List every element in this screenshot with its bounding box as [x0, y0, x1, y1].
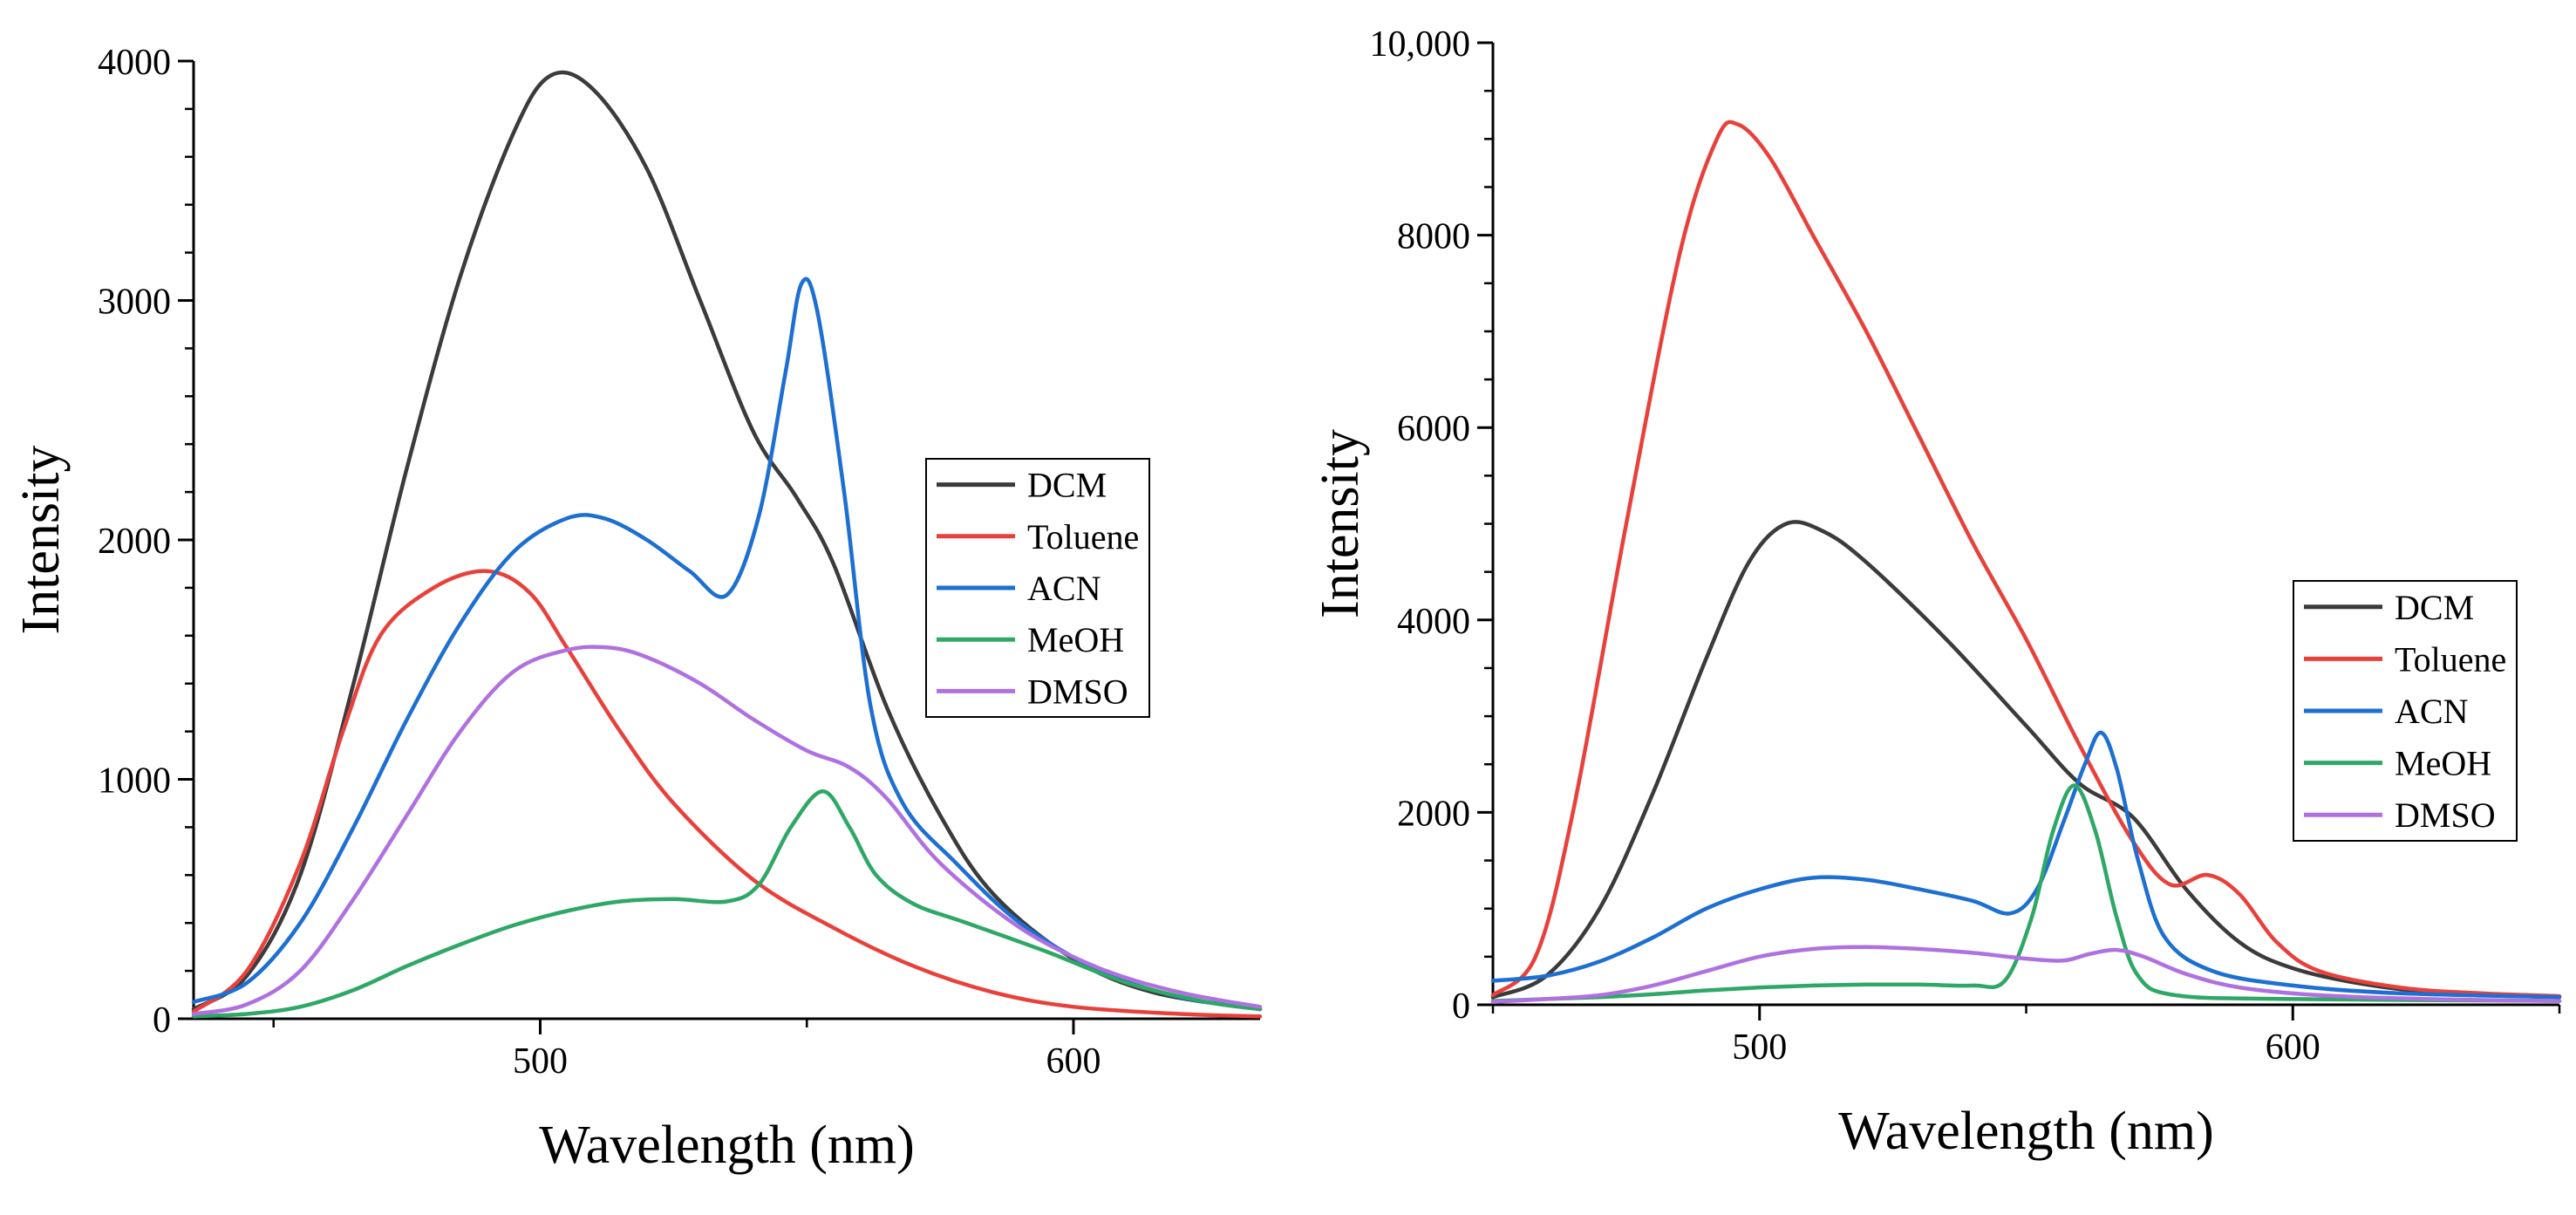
x-tick-label: 500 — [513, 1041, 568, 1082]
x-tick-label: 500 — [1732, 1027, 1787, 1068]
legend-label-dcm: DCM — [1027, 466, 1107, 505]
y-tick-label: 4000 — [98, 43, 171, 83]
y-tick-label: 6000 — [1397, 409, 1470, 449]
legend-label-meoh: MeOH — [2395, 744, 2491, 783]
y-tick-label: 1000 — [98, 761, 171, 802]
series-line-acn — [1490, 730, 2562, 1000]
y-tick-label: 3000 — [98, 283, 171, 323]
legend-label-dmso: DMSO — [2395, 795, 2496, 835]
series-line-meoh — [1490, 783, 2562, 1003]
legend-label-dmso: DMSO — [1027, 672, 1128, 711]
x-axis-title: Wavelength (nm) — [539, 1116, 915, 1175]
series-line-dcm — [191, 70, 1263, 1012]
y-axis-title: Intensity — [11, 446, 71, 635]
y-tick-label: 10,000 — [1370, 24, 1471, 65]
series-line-dmso — [191, 645, 1263, 1016]
x-axis-title: Wavelength (nm) — [1838, 1102, 2214, 1161]
series-line-dcm — [1490, 520, 2562, 1000]
series-line-dmso — [1490, 945, 2562, 1004]
legend-label-acn: ACN — [2395, 692, 2468, 731]
legend-label-meoh: MeOH — [1027, 620, 1124, 659]
y-tick-label: 0 — [1452, 986, 1470, 1027]
y-tick-label: 8000 — [1397, 217, 1470, 257]
x-tick-label: 600 — [1046, 1041, 1101, 1082]
y-axis-title: Intensity — [1311, 429, 1370, 618]
legend-label-dcm: DCM — [2395, 588, 2474, 627]
series-line-meoh — [191, 788, 1263, 1019]
left-emission-chart: 0 1000 2000 3000 4000 500 600 Wavelength (nm) In… — [11, 43, 1263, 1175]
series-line-toluene — [191, 569, 1263, 1019]
series-line-acn — [191, 276, 1263, 1012]
legend-label-toluene: Toluene — [1027, 517, 1139, 556]
x-tick-label: 600 — [2266, 1027, 2320, 1068]
series-line-toluene — [1490, 119, 2562, 999]
legend: DCM Toluene ACN MeOH DMSO — [2293, 580, 2518, 842]
y-tick-label: 0 — [153, 1000, 171, 1041]
y-tick-label: 4000 — [1397, 602, 1470, 642]
legend-label-toluene: Toluene — [2395, 639, 2506, 679]
legend: DCM Toluene ACN MeOH DMSO — [925, 458, 1150, 718]
right-emission-chart: 0 2000 4000 6000 8000 10,000 500 600 Wavelength … — [1311, 24, 2562, 1161]
y-tick-label: 2000 — [1397, 794, 1470, 834]
legend-label-acn: ACN — [1027, 569, 1101, 608]
y-tick-label: 2000 — [98, 522, 171, 562]
